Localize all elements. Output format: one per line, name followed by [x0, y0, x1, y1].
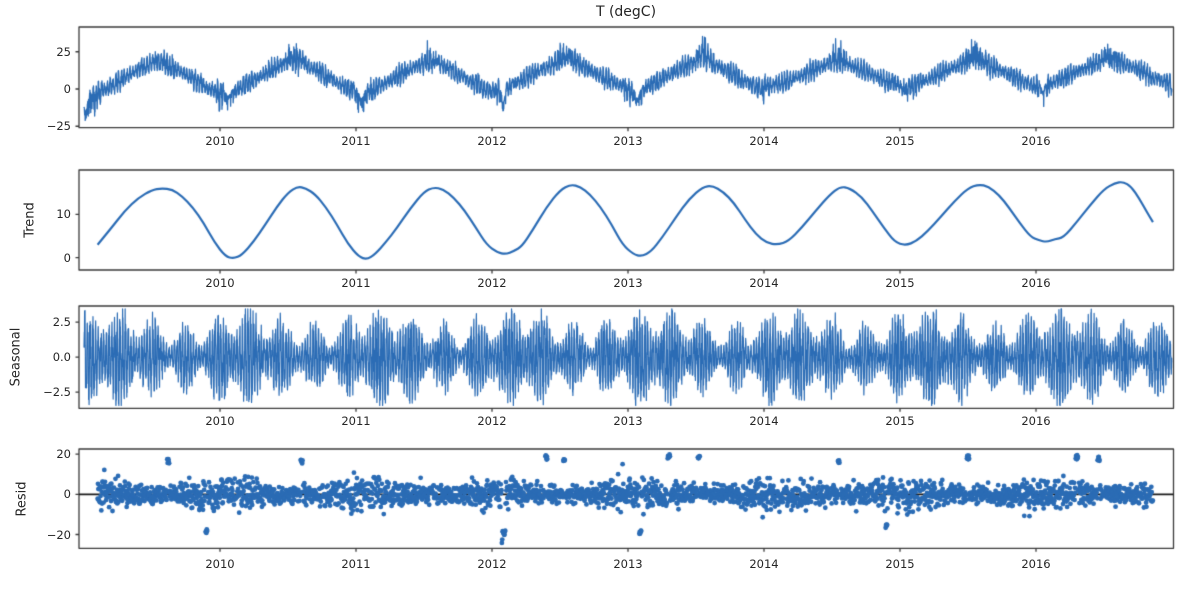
x-tick-label: 2012	[477, 414, 507, 428]
x-tick-label: 2015	[885, 414, 915, 428]
x-tick-label: 2016	[1021, 134, 1051, 148]
y-tick-label: 0	[63, 250, 71, 265]
y-tick-label: 10	[56, 207, 71, 222]
x-tick-label: 2013	[613, 134, 643, 148]
x-tick-label: 2014	[749, 276, 779, 290]
x-tick-label: 2011	[341, 134, 371, 148]
x-tick-label: 2013	[613, 557, 643, 571]
y-tick-label: −2.5	[43, 385, 71, 400]
x-tick-label: 2013	[613, 276, 643, 290]
x-tick-label: 2014	[749, 134, 779, 148]
x-tick-label: 2014	[749, 557, 779, 571]
y-tick-label: 25	[56, 44, 71, 59]
x-tick-label: 2016	[1021, 414, 1051, 428]
y-tick-label: 0.0	[52, 350, 71, 365]
x-tick-label: 2015	[885, 557, 915, 571]
x-tick-label: 2013	[613, 414, 643, 428]
y-tick-label: −25	[46, 119, 71, 134]
x-tick-label: 2012	[477, 557, 507, 571]
y-tick-label: 0	[63, 487, 71, 502]
y-tick-label: 2.5	[52, 315, 71, 330]
x-tick-label: 2010	[205, 557, 235, 571]
x-tick-label: 2016	[1021, 276, 1051, 290]
y-tick-label: 0	[63, 82, 71, 96]
y-tick-label: −20	[46, 527, 71, 542]
y-tick-label: 20	[56, 447, 71, 462]
x-tick-label: 2016	[1021, 557, 1051, 571]
x-tick-label: 2015	[885, 134, 915, 148]
x-tick-label: 2010	[205, 134, 235, 148]
x-tick-label: 2012	[477, 134, 507, 148]
x-tick-label: 2010	[205, 276, 235, 290]
x-tick-label: 2011	[341, 276, 371, 290]
x-tick-label: 2011	[341, 557, 371, 571]
x-tick-label: 2011	[341, 414, 371, 428]
x-tick-label: 2012	[477, 276, 507, 290]
x-tick-label: 2010	[205, 414, 235, 428]
x-tick-label: 2014	[749, 414, 779, 428]
chart-title: T (degC)	[595, 4, 657, 20]
x-tick-label: 2015	[885, 276, 915, 290]
